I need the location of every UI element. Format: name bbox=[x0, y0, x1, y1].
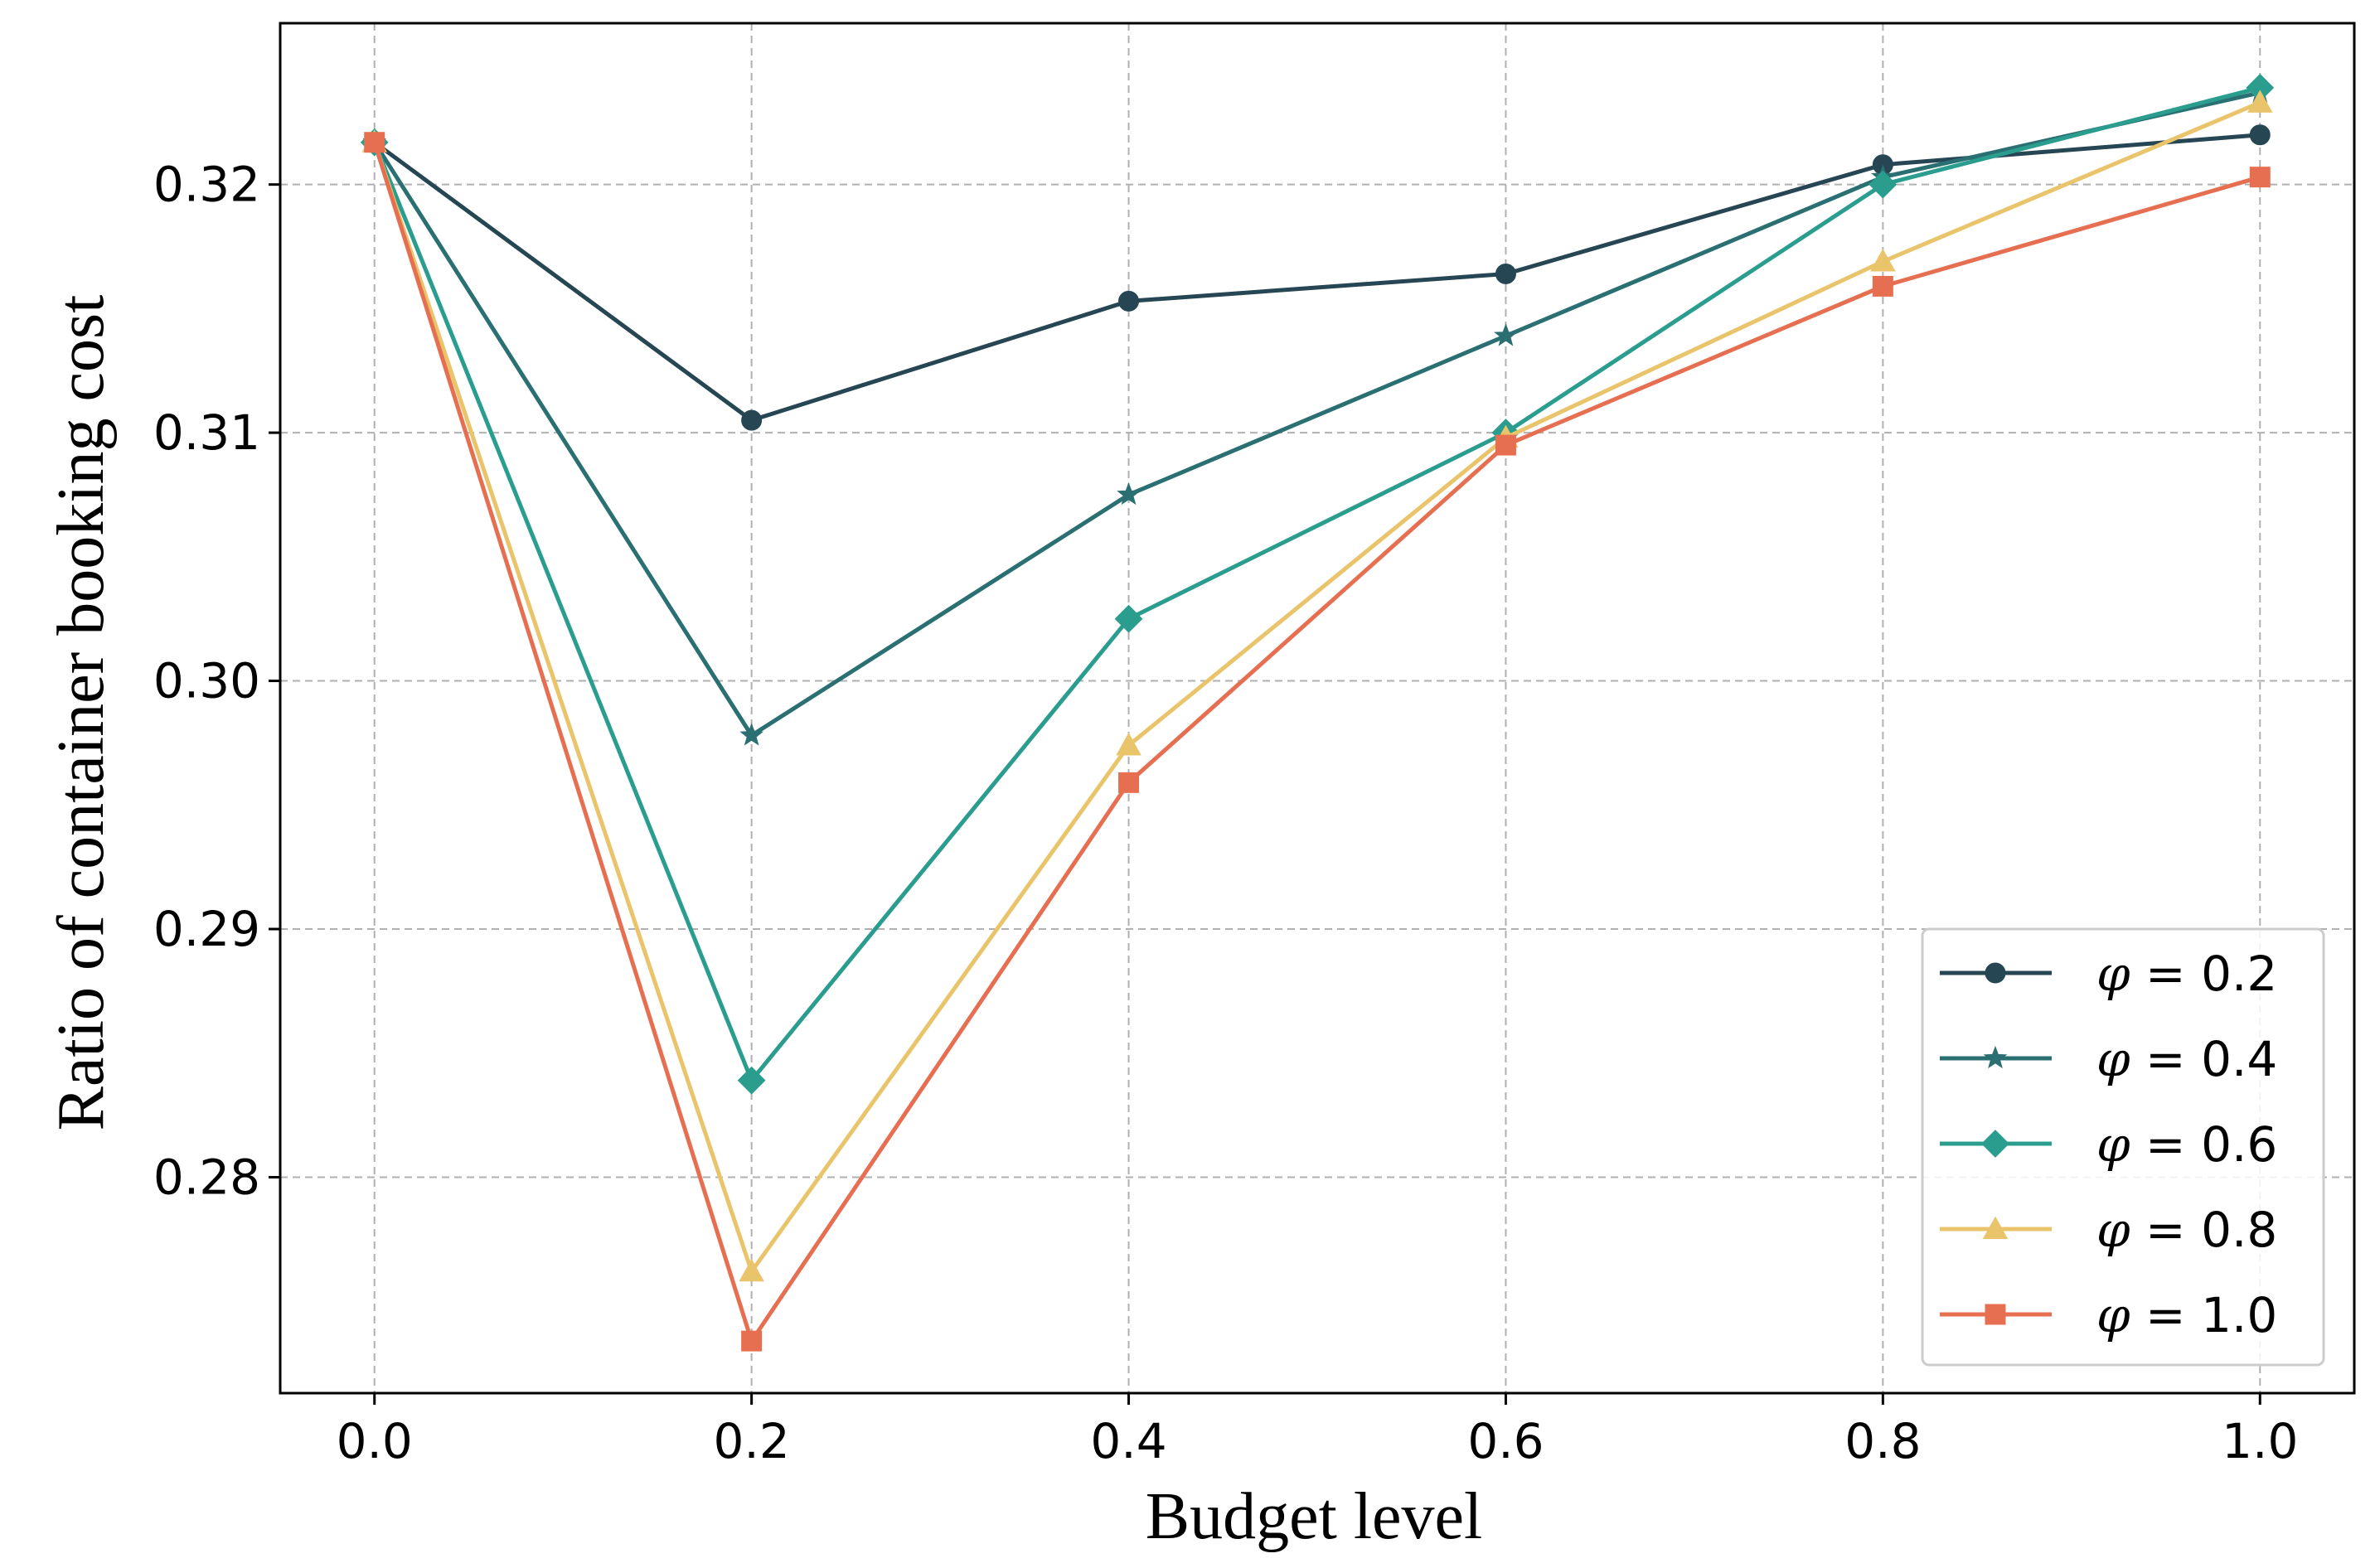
data-point bbox=[1116, 732, 1141, 756]
data-point bbox=[1118, 772, 1140, 793]
x-tick-label: 0.8 bbox=[1844, 1413, 1921, 1469]
legend-marker bbox=[1983, 1045, 2008, 1069]
legend: φ = 0.2 φ = 0.4 φ = 0.6 φ = 0.8 φ = 1.0 bbox=[1921, 927, 2325, 1367]
legend-item: φ = 0.8 bbox=[1940, 1202, 2277, 1258]
series-line bbox=[373, 133, 2261, 423]
legend-marker bbox=[1985, 1304, 2006, 1325]
data-point bbox=[2249, 167, 2271, 188]
data-point bbox=[1872, 275, 1893, 297]
legend-marker bbox=[1985, 962, 2006, 984]
data-point bbox=[741, 409, 763, 431]
plot-frame bbox=[279, 22, 2356, 1395]
x-tick-label: 0.4 bbox=[1090, 1413, 1166, 1469]
data-point bbox=[741, 1330, 763, 1352]
y-tick-label: 0.30 bbox=[153, 653, 260, 709]
legend-label: φ = 0.4 bbox=[2096, 1031, 2277, 1087]
series-line bbox=[372, 85, 2261, 1085]
data-point bbox=[739, 723, 763, 746]
legend-item: φ = 0.2 bbox=[1940, 946, 2277, 1002]
legend-item: φ = 0.6 bbox=[1940, 1116, 2277, 1173]
legend-label: φ = 0.6 bbox=[2096, 1116, 2277, 1173]
legend-item: φ = 1.0 bbox=[1940, 1287, 2277, 1343]
data-point bbox=[1495, 263, 1516, 284]
legend-marker bbox=[1982, 1216, 2009, 1240]
legend-label: φ = 1.0 bbox=[2096, 1287, 2277, 1343]
x-tick-label: 0.6 bbox=[1467, 1413, 1544, 1469]
series-line bbox=[372, 90, 2261, 738]
data-point bbox=[2247, 90, 2273, 113]
y-axis-title: Ratio of container booking cost bbox=[45, 295, 118, 1131]
legend-item: φ = 0.4 bbox=[1940, 1031, 2277, 1087]
series-line bbox=[372, 141, 2261, 1346]
data-point bbox=[737, 1066, 766, 1095]
series-10 bbox=[364, 132, 2271, 1352]
data-point bbox=[1868, 170, 1898, 199]
legend-label: φ = 0.8 bbox=[2096, 1202, 2277, 1258]
x-tick-label: 0.2 bbox=[714, 1413, 790, 1469]
y-tick-label: 0.31 bbox=[153, 404, 260, 461]
series-layer bbox=[360, 73, 2275, 1352]
data-point bbox=[1117, 482, 1141, 506]
x-tick-label: 1.0 bbox=[2222, 1413, 2298, 1469]
x-axis-title: Budget level bbox=[1146, 1480, 1483, 1553]
x-tick-label: 0.0 bbox=[337, 1413, 413, 1469]
data-point bbox=[1114, 604, 1143, 633]
data-point bbox=[1118, 290, 1140, 312]
series-02 bbox=[364, 124, 2271, 431]
series-04 bbox=[362, 80, 2272, 746]
legend-label: φ = 0.2 bbox=[2096, 946, 2277, 1002]
data-point bbox=[364, 132, 385, 153]
data-point bbox=[1495, 434, 1516, 456]
y-tick-label: 0.29 bbox=[153, 901, 260, 957]
data-point bbox=[739, 1258, 764, 1282]
data-point bbox=[1870, 249, 1896, 272]
y-tick-label: 0.32 bbox=[153, 157, 260, 213]
data-point bbox=[2249, 124, 2271, 146]
legend-marker bbox=[1981, 1130, 2009, 1158]
data-point bbox=[1494, 323, 1518, 346]
legend-box bbox=[1921, 927, 2325, 1367]
tick-layer: 0.0 0.2 0.4 0.6 0.8 1.0 0.28 0.29 0.30 0.31 0.32 bbox=[153, 157, 2299, 1469]
y-tick-label: 0.28 bbox=[153, 1149, 260, 1205]
series-line bbox=[372, 100, 2261, 1276]
